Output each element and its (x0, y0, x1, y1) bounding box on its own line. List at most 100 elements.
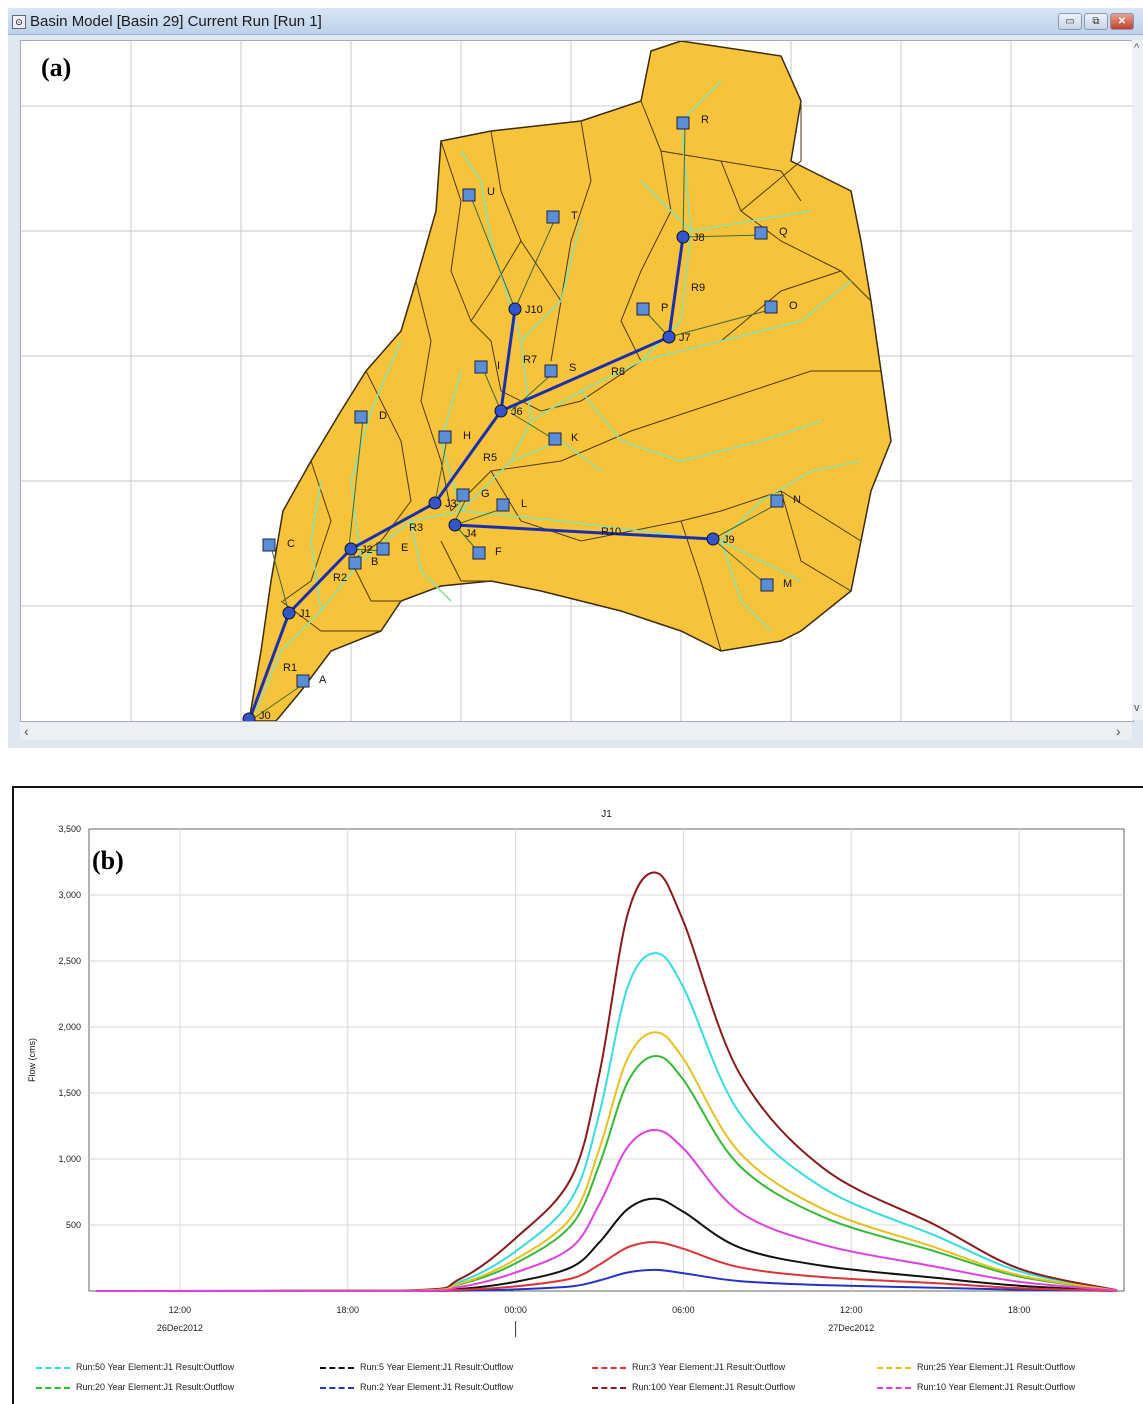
horizontal-scrollbar[interactable]: ‹ › (20, 722, 1132, 740)
legend-swatch (592, 1366, 626, 1369)
y-tick-label: 2,500 (58, 956, 81, 966)
legend-swatch (592, 1386, 626, 1389)
legend-swatch (320, 1386, 354, 1389)
scroll-right-icon[interactable]: › (1116, 723, 1121, 739)
x-tick-label: 06:00 (672, 1305, 695, 1315)
y-tick-label: 1,500 (58, 1088, 81, 1098)
subbasin-icon[interactable]: B (348, 556, 378, 570)
subbasin-label: R (701, 114, 709, 126)
reach-label[interactable]: R7 (523, 354, 537, 366)
junction-label: J1 (299, 608, 311, 620)
legend-label: Run:2 Year Element:J1 Result:Outflow (360, 1382, 514, 1392)
subbasin-icon[interactable]: G (456, 488, 490, 502)
window-titlebar[interactable]: ⊙ Basin Model [Basin 29] Current Run [Ru… (8, 8, 1143, 35)
junction-label: J9 (723, 534, 735, 546)
reach-label[interactable]: R5 (483, 452, 497, 464)
legend-label: Run:100 Year Element:J1 Result:Outflow (632, 1382, 796, 1392)
subbasin-label: H (463, 430, 471, 442)
window-app-icon: ⊙ (12, 15, 26, 29)
subbasin-icon[interactable]: O (764, 300, 798, 314)
subbasin-icon[interactable]: U (462, 186, 495, 202)
y-tick-label: 3,500 (58, 824, 81, 834)
subbasin-label: G (481, 488, 490, 500)
legend-entry: Run:10 Year Element:J1 Result:Outflow (877, 1382, 1075, 1392)
subbasin-icon[interactable]: A (296, 674, 327, 688)
junction-icon[interactable]: J8 (676, 230, 705, 244)
scroll-up-icon[interactable]: ^ (1134, 42, 1140, 54)
legend-label: Run:20 Year Element:J1 Result:Outflow (76, 1382, 235, 1392)
junction-icon[interactable]: J3 (428, 496, 457, 510)
legend-label: Run:10 Year Element:J1 Result:Outflow (917, 1382, 1076, 1392)
scroll-down-icon[interactable]: v (1134, 702, 1140, 714)
subbasin-label: N (793, 494, 801, 506)
subbasin-icon[interactable]: Q (754, 226, 788, 240)
subbasin-icon[interactable]: C (262, 538, 295, 552)
junction-icon[interactable]: J0 (242, 710, 271, 721)
junction-label: J4 (465, 528, 477, 540)
x-tick-label: 00:00 (504, 1305, 527, 1315)
x-tick-label: 18:00 (336, 1305, 359, 1315)
legend-entry: Run:50 Year Element:J1 Result:Outflow (36, 1362, 234, 1372)
basin-map-canvas[interactable]: U T R Q P O I S D H K G L C E B F N M A (20, 40, 1134, 722)
legend-entry: Run:25 Year Element:J1 Result:Outflow (877, 1362, 1075, 1372)
subbasin-icon[interactable]: T (546, 210, 578, 224)
reach-label[interactable]: R1 (283, 662, 297, 674)
subbasin-icon[interactable]: P (636, 302, 668, 316)
scroll-left-icon[interactable]: ‹ (24, 723, 29, 739)
subbasin-label: D (379, 410, 387, 422)
reach-label[interactable]: R8 (611, 366, 625, 378)
subbasin-markers: U T R Q P O I S D H K G L C E B F N M A (262, 114, 801, 688)
subbasin-label: E (401, 542, 408, 554)
subbasin-icon[interactable]: D (354, 410, 387, 424)
junction-icon[interactable]: J10 (508, 302, 543, 316)
subbasin-icon[interactable]: M (760, 578, 792, 592)
reach-label[interactable]: R9 (691, 282, 705, 294)
plot-area (88, 828, 1125, 1292)
y-tick-label: 2,000 (58, 1022, 81, 1032)
subbasin-icon[interactable]: L (496, 498, 527, 512)
junction-icon[interactable]: J6 (494, 404, 523, 418)
legend-entry: Run:20 Year Element:J1 Result:Outflow (36, 1382, 234, 1392)
legend-label: Run:5 Year Element:J1 Result:Outflow (360, 1362, 514, 1372)
subbasin-label: T (571, 210, 578, 222)
subbasin-icon[interactable]: F (472, 546, 502, 560)
reach-label[interactable]: R2 (333, 572, 347, 584)
junction-icon[interactable]: J4 (448, 518, 477, 540)
panel-b-label: (b) (92, 846, 124, 875)
subbasin-icon[interactable]: K (548, 432, 579, 446)
subbasin-icon[interactable]: R (676, 114, 709, 130)
junction-icon[interactable]: J9 (706, 532, 735, 546)
legend-label: Run:3 Year Element:J1 Result:Outflow (632, 1362, 786, 1372)
legend-entry: Run:3 Year Element:J1 Result:Outflow (592, 1362, 785, 1372)
legend-swatch (36, 1366, 70, 1369)
subbasin-icon[interactable]: N (770, 494, 801, 508)
subbasin-label: M (783, 578, 792, 590)
junction-markers: J10 J8 J7 J6 J2 J3 J4 J9 J1 J0 (242, 230, 735, 721)
reach-label[interactable]: R10 (601, 526, 621, 538)
legend-swatch (320, 1366, 354, 1369)
subbasin-label: L (521, 498, 527, 510)
series-line (95, 1031, 1118, 1292)
legend-entry: Run:100 Year Element:J1 Result:Outflow (592, 1382, 795, 1392)
subbasin-label: F (495, 546, 502, 558)
restore-icon[interactable]: ⧉ (1084, 13, 1108, 30)
minimize-icon[interactable]: ▭ (1058, 13, 1082, 30)
subbasin-icon[interactable]: H (438, 430, 471, 444)
subbasin-label: Q (779, 226, 788, 238)
subbasin-icon[interactable]: S (544, 362, 576, 378)
junction-icon[interactable]: J7 (662, 330, 691, 344)
y-axis-label: Flow (cms) (27, 1038, 37, 1082)
subbasin-icon[interactable]: I (474, 360, 500, 374)
junction-icon[interactable]: J2 (344, 542, 373, 556)
series-line (95, 871, 1118, 1292)
legend-swatch (877, 1386, 911, 1389)
subbasin-label: I (497, 360, 500, 372)
vertical-scrollbar[interactable]: ^ v (1132, 40, 1143, 720)
legend-label: Run:25 Year Element:J1 Result:Outflow (917, 1362, 1076, 1372)
x-tick-label: 18:00 (1008, 1305, 1031, 1315)
close-icon[interactable]: ✕ (1110, 13, 1134, 30)
subbasin-icon[interactable]: E (376, 542, 408, 556)
reach-label[interactable]: R3 (409, 522, 423, 534)
legend-swatch (877, 1366, 911, 1369)
junction-icon[interactable]: J1 (282, 606, 311, 620)
